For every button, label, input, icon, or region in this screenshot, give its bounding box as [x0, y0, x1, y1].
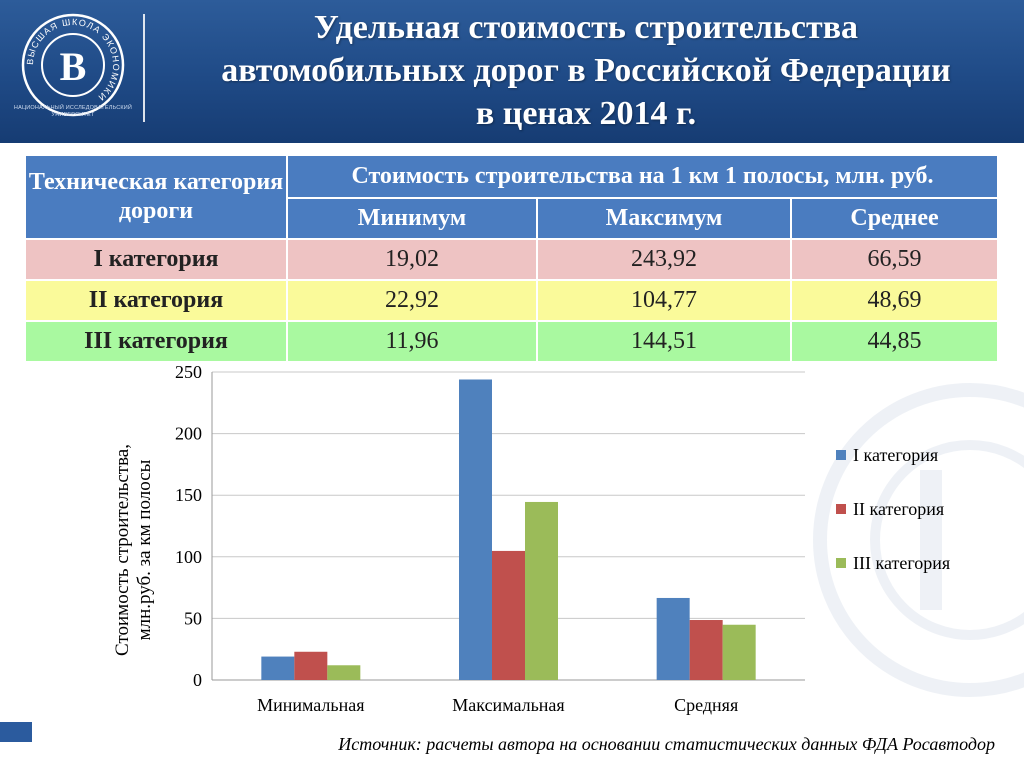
table-row: II категория 22,92 104,77 48,69	[24, 279, 1000, 322]
slide-header: ВЫСШАЯ ШКОЛА ЭКОНОМИКИ В НАЦИОНАЛЬНЫЙ ИС…	[0, 0, 1024, 143]
table-row-label: II категория	[24, 279, 288, 322]
y-tick-label: 150	[175, 485, 202, 505]
slide-title: Удельная стоимость строительства автомоб…	[148, 6, 1024, 135]
title-line2: автомобильных дорог в Российской Федерац…	[221, 52, 951, 89]
table-row: III категория 11,96 144,51 44,85	[24, 320, 1000, 363]
table-subheader-max: Максимум	[536, 197, 792, 240]
bar	[722, 624, 756, 680]
table-header-cost: Стоимость строительства на 1 км 1 полосы…	[285, 153, 1000, 200]
bar	[261, 656, 295, 680]
bar	[294, 651, 328, 680]
legend-label: II категория	[853, 499, 944, 519]
logo-caption-line1: НАЦИОНАЛЬНЫЙ ИССЛЕДОВАТЕЛЬСКИЙ	[13, 105, 133, 111]
university-logo-icon: ВЫСШАЯ ШКОЛА ЭКОНОМИКИ В	[21, 13, 125, 117]
y-tick-label: 0	[193, 670, 202, 690]
table-header-category: Техническая категория дороги	[24, 154, 288, 240]
bar	[689, 620, 723, 680]
source-note: Источник: расчеты автора на основании ст…	[338, 734, 995, 754]
table-cell: 22,92	[286, 279, 538, 322]
table-row: I категория 19,02 243,92 66,59	[24, 238, 1000, 281]
table-subheader-min: Минимум	[286, 197, 538, 240]
bar	[327, 665, 361, 680]
x-category-label: Минимальная	[257, 695, 364, 715]
watermark-logo-icon	[813, 383, 1024, 697]
y-tick-label: 250	[175, 362, 202, 382]
svg-text:В: В	[60, 44, 87, 89]
table-cell: 48,69	[789, 279, 1000, 322]
footer-accent-bar	[0, 722, 32, 742]
table-cell: 243,92	[536, 238, 792, 281]
header-divider	[143, 14, 145, 122]
table-cell: 19,02	[286, 238, 538, 281]
x-category-label: Максимальная	[452, 695, 564, 715]
cost-bar-chart: 0 50 100 150 200 250 Минимальная Максимальная С…	[112, 362, 950, 715]
table-row-label: III категория	[24, 320, 288, 363]
legend-swatch	[836, 504, 846, 514]
title-line3: в ценах 2014 г.	[475, 95, 697, 132]
logo-caption-line2: УНИВЕРСИТЕТ	[51, 112, 95, 118]
legend-label: I категория	[853, 445, 938, 465]
y-axis-label-line2: млн.руб. за км полосы	[134, 459, 155, 640]
table-cell: 66,59	[789, 238, 1000, 281]
cost-table: Техническая категория дороги Стоимость с…	[24, 153, 1000, 363]
y-axis-label-line1: Стоимость строительства,	[112, 444, 133, 656]
bar	[492, 550, 525, 680]
table-cell: 104,77	[536, 279, 792, 322]
y-tick-label: 50	[184, 608, 202, 628]
table-cell: 44,85	[789, 320, 1000, 363]
table-row-label: I категория	[24, 238, 288, 281]
y-tick-label: 100	[175, 547, 202, 567]
bar	[525, 501, 558, 680]
legend-swatch	[836, 558, 846, 568]
title-line1: Удельная стоимость строительства	[313, 9, 859, 46]
logo-caption: НАЦИОНАЛЬНЫЙ ИССЛЕДОВАТЕЛЬСКИЙ УНИВЕРСИТ…	[8, 105, 138, 119]
y-tick-label: 200	[175, 424, 202, 444]
bar	[459, 379, 492, 680]
x-category-label: Средняя	[674, 695, 738, 715]
bar	[656, 597, 690, 680]
legend-swatch	[836, 450, 846, 460]
table-cell: 11,96	[286, 320, 538, 363]
legend-label: III категория	[853, 553, 950, 573]
table-cell: 144,51	[536, 320, 792, 363]
table-subheader-avg: Среднее	[789, 197, 1000, 240]
